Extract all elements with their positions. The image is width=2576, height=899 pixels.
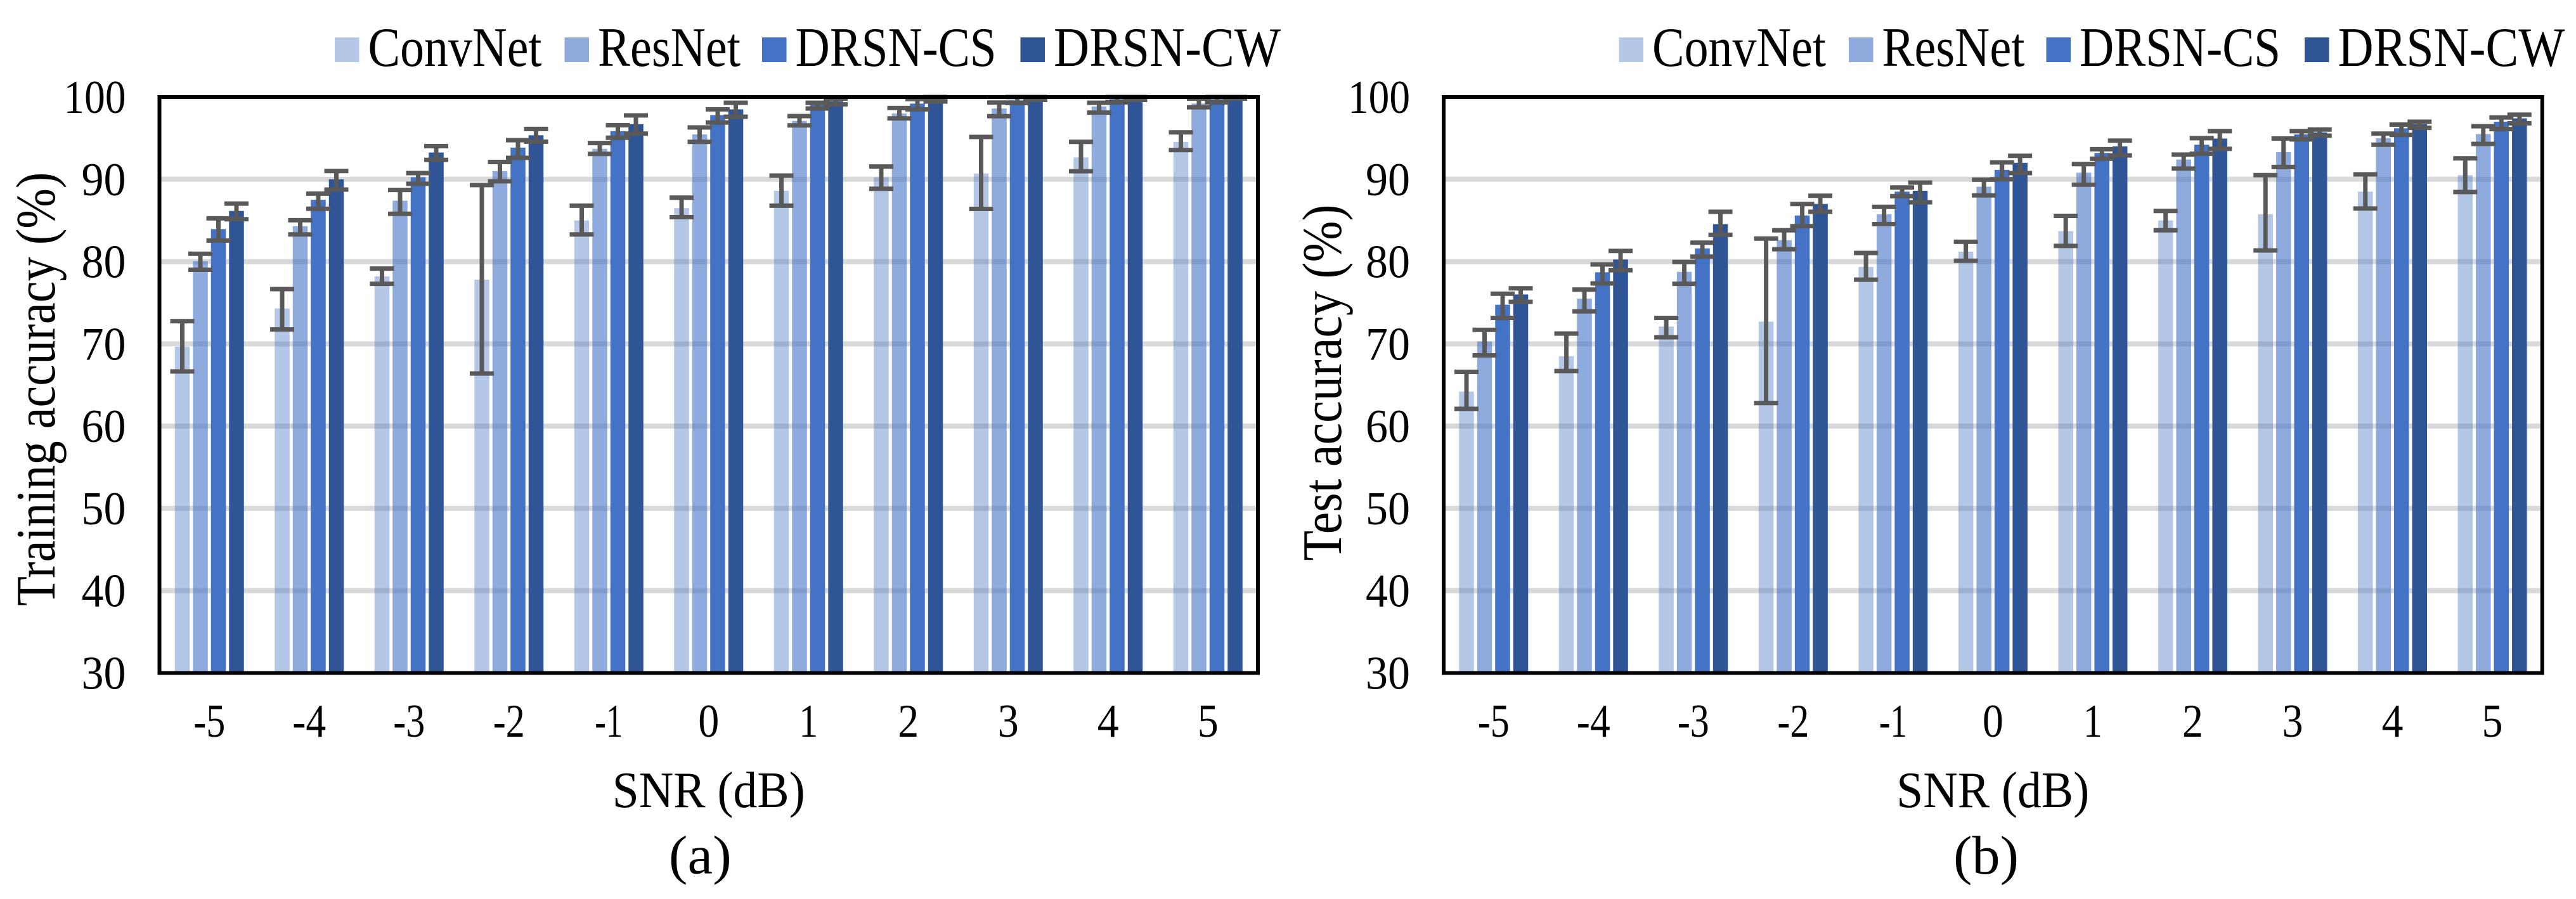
svg-text:90: 90	[82, 154, 126, 206]
svg-text:(a): (a)	[669, 825, 732, 886]
svg-text:-1: -1	[1879, 695, 1907, 747]
svg-text:5: 5	[2482, 695, 2503, 747]
svg-text:DRSN-CS: DRSN-CS	[2080, 17, 2281, 79]
svg-text:ResNet: ResNet	[1882, 17, 2025, 79]
svg-text:50: 50	[1366, 483, 1410, 535]
svg-text:50: 50	[82, 483, 126, 535]
svg-text:100: 100	[1348, 72, 1410, 124]
svg-text:-3: -3	[393, 695, 425, 747]
svg-text:SNR (dB): SNR (dB)	[612, 761, 805, 818]
svg-text:70: 70	[82, 318, 126, 370]
svg-text:3: 3	[998, 695, 1019, 747]
svg-text:-5: -5	[1478, 695, 1510, 747]
svg-text:DRSN-CS: DRSN-CS	[796, 17, 997, 79]
svg-text:1: 1	[2083, 695, 2102, 747]
svg-text:-3: -3	[1678, 695, 1709, 747]
svg-text:60: 60	[1366, 401, 1410, 453]
svg-text:-4: -4	[1577, 695, 1610, 747]
svg-text:40: 40	[1366, 566, 1410, 618]
svg-text:2: 2	[898, 695, 919, 747]
svg-text:-1: -1	[595, 695, 623, 747]
svg-text:100: 100	[64, 72, 126, 124]
svg-text:(b): (b)	[1953, 825, 2019, 886]
svg-text:4: 4	[2382, 695, 2404, 747]
svg-text:0: 0	[1983, 695, 2003, 747]
svg-text:60: 60	[82, 401, 126, 453]
svg-text:30: 30	[1366, 648, 1410, 700]
svg-text:ConvNet: ConvNet	[368, 17, 542, 79]
svg-text:2: 2	[2182, 695, 2203, 747]
svg-text:-2: -2	[493, 695, 525, 747]
svg-text:DRSN-CW: DRSN-CW	[1054, 17, 1281, 79]
svg-text:40: 40	[82, 566, 126, 618]
svg-text:90: 90	[1366, 154, 1410, 206]
svg-text:-2: -2	[1777, 695, 1809, 747]
svg-text:SNR (dB): SNR (dB)	[1896, 761, 2089, 818]
svg-text:30: 30	[82, 648, 126, 700]
svg-text:-5: -5	[193, 695, 225, 747]
svg-text:DRSN-CW: DRSN-CW	[2338, 17, 2565, 79]
svg-text:ConvNet: ConvNet	[1652, 17, 1826, 79]
svg-text:Training accuracy (%): Training accuracy (%)	[6, 172, 67, 606]
svg-text:4: 4	[1097, 695, 1119, 747]
svg-text:70: 70	[1366, 318, 1410, 370]
svg-text:Test accuracy (%): Test accuracy (%)	[1292, 205, 1354, 561]
svg-text:ResNet: ResNet	[598, 17, 741, 79]
svg-text:80: 80	[1366, 236, 1410, 288]
svg-text:3: 3	[2282, 695, 2303, 747]
svg-text:1: 1	[799, 695, 818, 747]
svg-text:5: 5	[1198, 695, 1219, 747]
svg-text:0: 0	[698, 695, 719, 747]
svg-text:-4: -4	[292, 695, 326, 747]
svg-text:80: 80	[82, 236, 126, 288]
